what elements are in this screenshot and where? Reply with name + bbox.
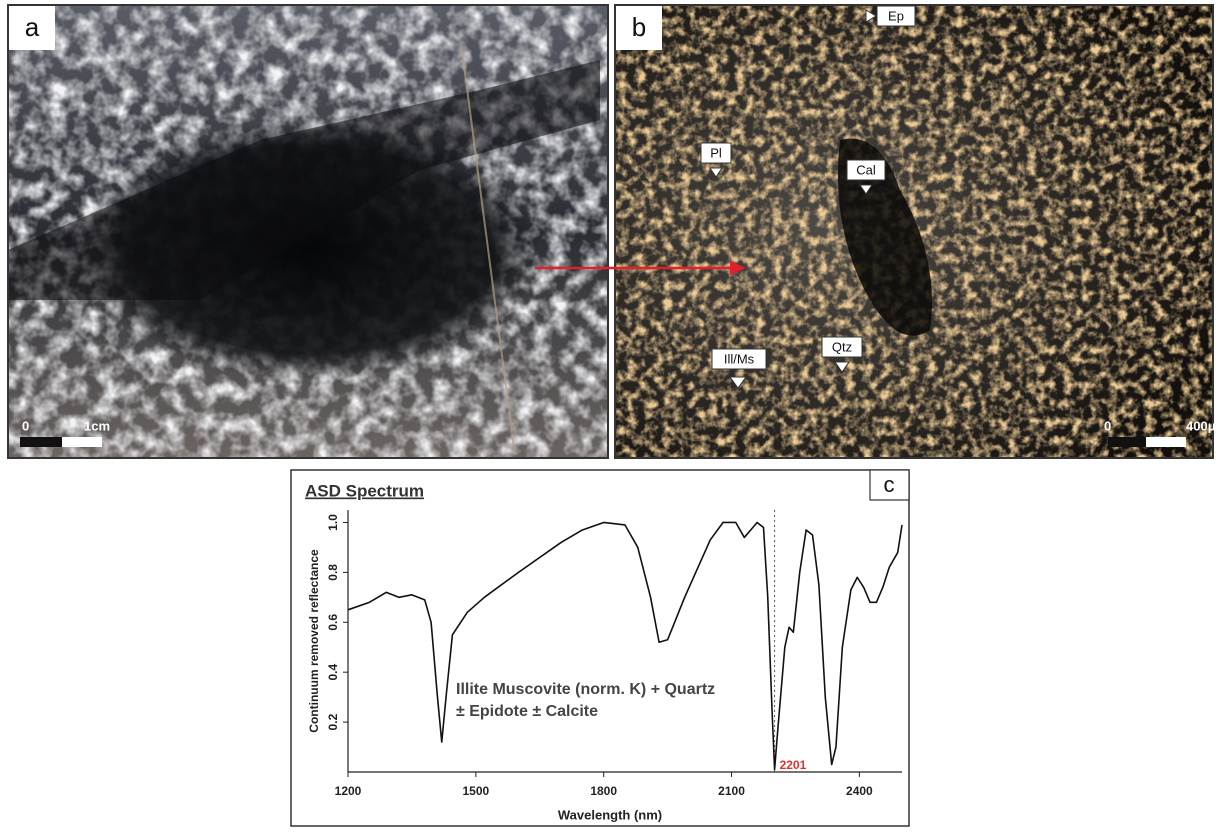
y-axis-label: Continuum removed reflectance: [307, 549, 321, 733]
photo-a: a 0 1cm: [8, 5, 608, 458]
x-tick-label: 1500: [462, 784, 489, 798]
chart-title: ASD Spectrum: [305, 481, 424, 500]
panel-label: b: [632, 12, 646, 42]
figure: a 0 1cm b Ep Pl Cal Ill/Ms Qtz 0 400μm: [0, 0, 1218, 827]
mineral-label: Ep: [888, 8, 904, 23]
scale-label: 0: [22, 418, 29, 433]
y-tick-label: 0.8: [326, 564, 340, 581]
x-tick-label: 2400: [846, 784, 873, 798]
x-tick-label: 2100: [718, 784, 745, 798]
x-tick-label: 1800: [590, 784, 617, 798]
mineral-label: Qtz: [832, 339, 852, 354]
panel-label: c: [884, 472, 895, 497]
marker-label: 2201: [780, 758, 807, 772]
y-tick-label: 0.6: [326, 614, 340, 631]
photo-b: b Ep Pl Cal Ill/Ms Qtz 0 400μm: [615, 5, 1218, 458]
y-tick-label: 0.4: [326, 664, 340, 681]
panel-label: a: [25, 12, 40, 42]
scale-label: 1cm: [84, 418, 110, 433]
x-axis-label: Wavelength (nm): [558, 807, 662, 822]
mineral-label: Pl: [710, 145, 722, 160]
y-tick-label: 1.0: [326, 514, 340, 531]
y-tick-label: 0.2: [326, 713, 340, 730]
annotation: Illite Muscovite (norm. K) + Quartz: [456, 681, 715, 698]
annotation: ± Epidote ± Calcite: [456, 703, 598, 720]
x-tick-label: 1200: [335, 784, 362, 798]
mineral-label: Ill/Ms: [724, 351, 755, 366]
mineral-label: Cal: [856, 162, 876, 177]
scale-label: 0: [1104, 418, 1111, 433]
scale-label: 400μm: [1186, 418, 1218, 433]
chart-panel: c ASD Spectrum Wavelength (nm) Continuum…: [291, 470, 909, 826]
